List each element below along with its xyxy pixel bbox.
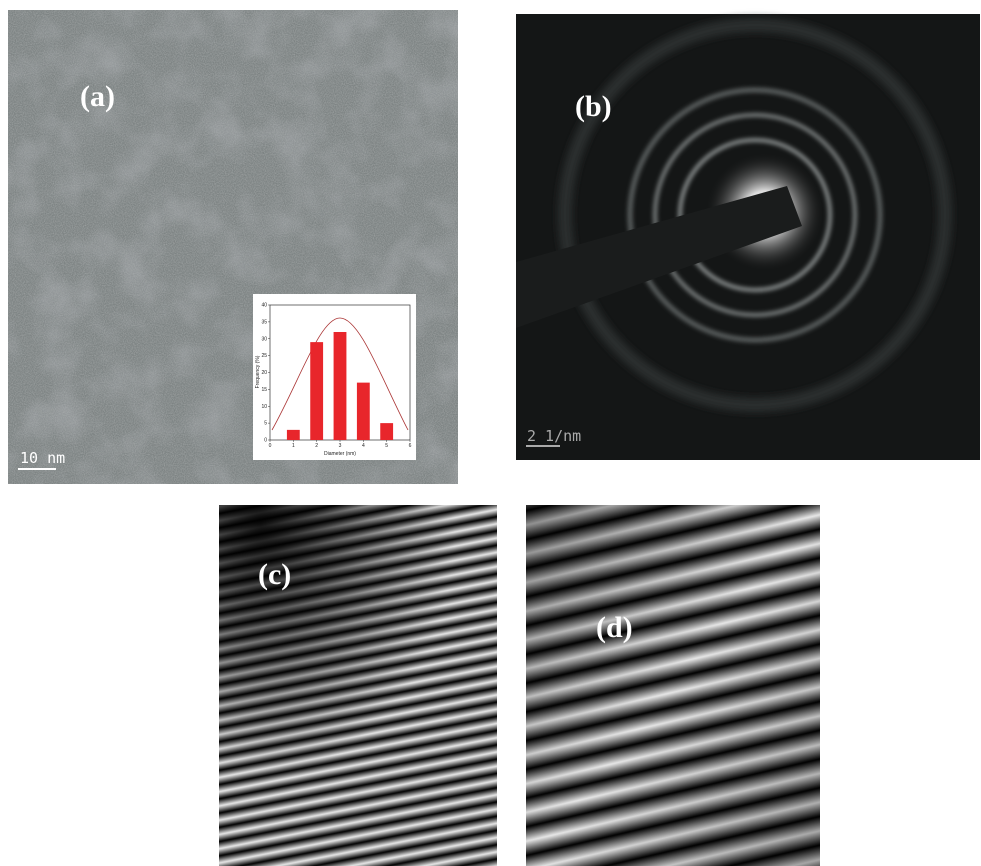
- x-tick-label: 3: [339, 443, 342, 449]
- panel-b: (b) 2 1/nm: [516, 14, 980, 460]
- x-tick-label: 4: [362, 443, 365, 449]
- panel-label: (d): [596, 611, 633, 644]
- x-tick-label: 2: [315, 443, 318, 449]
- inset-histogram: Diameter (nm) Frequency (%) 0 1 2 3 4 5 6 0 5 10 1…: [253, 294, 416, 460]
- y-tick-label: 40: [261, 303, 267, 309]
- panel-label: (c): [258, 558, 291, 591]
- panel-label: (a): [80, 80, 115, 113]
- bar: [380, 423, 394, 440]
- panel-d: (d): [526, 505, 820, 866]
- bar: [310, 342, 324, 440]
- x-axis-label: Diameter (nm): [324, 451, 356, 457]
- scale-bar-label: 10 nm: [20, 449, 65, 467]
- y-tick-label: 20: [261, 370, 267, 376]
- x-tick-label: 0: [269, 443, 272, 449]
- x-tick-label: 5: [385, 443, 388, 449]
- y-tick-label: 30: [261, 336, 267, 342]
- x-tick-label: 1: [292, 443, 295, 449]
- bar: [333, 332, 347, 440]
- y-tick-label: 10: [261, 404, 267, 410]
- panel-a: (a) 10 nm Diameter (nm) Frequency (%) 0 1…: [8, 10, 458, 484]
- bar: [286, 429, 300, 440]
- x-tick-label: 6: [409, 443, 412, 449]
- y-tick-label: 35: [261, 319, 267, 325]
- panel-label: (b): [575, 90, 612, 123]
- panel-c: (c): [219, 505, 497, 866]
- y-tick-label: 0: [264, 438, 267, 444]
- bar: [356, 382, 370, 440]
- scale-bar-label: 2 1/nm: [527, 427, 581, 445]
- y-axis-label: Frequency (%): [255, 355, 261, 388]
- y-tick-label: 25: [261, 353, 267, 359]
- y-tick-label: 15: [261, 387, 267, 393]
- y-tick-label: 5: [264, 421, 267, 427]
